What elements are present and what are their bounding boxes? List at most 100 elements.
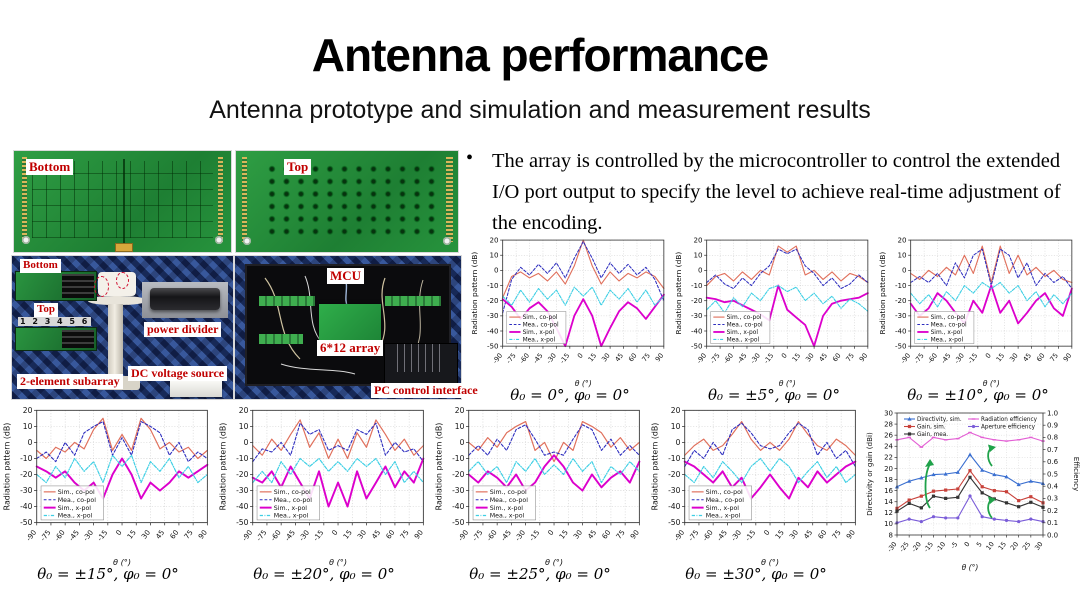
svg-text:-5: -5 xyxy=(949,540,959,550)
svg-text:15: 15 xyxy=(341,528,354,541)
svg-text:-30: -30 xyxy=(20,486,33,495)
svg-text:-40: -40 xyxy=(895,326,907,335)
svg-text:-45: -45 xyxy=(283,528,297,543)
mounting-hole xyxy=(443,237,451,245)
svg-text:-15: -15 xyxy=(527,528,541,543)
svg-text:Mea., co-pol: Mea., co-pol xyxy=(523,323,559,329)
svg-text:Radiation pattern (dB): Radiation pattern (dB) xyxy=(878,252,887,335)
svg-text:-40: -40 xyxy=(668,502,681,511)
chart-caption: θ₀ = ±30°, φ₀ = 0° xyxy=(685,565,827,583)
svg-text:-20: -20 xyxy=(910,540,923,553)
svg-text:-40: -40 xyxy=(236,502,249,511)
svg-text:-50: -50 xyxy=(895,342,907,351)
svg-text:-50: -50 xyxy=(452,518,465,527)
svg-text:0: 0 xyxy=(28,438,33,447)
svg-text:0: 0 xyxy=(698,266,703,275)
power-divider-device xyxy=(150,288,220,310)
svg-text:Gain, sim.: Gain, sim. xyxy=(917,425,946,431)
gain-efficiency-chart-svg: 30 28 26 24 22 20 18 16 14 12 10 8 1.0 0.9 0.8 0.7 0.6 0.… xyxy=(865,409,1080,572)
svg-text:-15: -15 xyxy=(922,540,935,553)
svg-text:45: 45 xyxy=(370,528,383,541)
svg-text:-15: -15 xyxy=(743,528,757,543)
svg-text:-30: -30 xyxy=(895,311,907,320)
svg-text:θ (°): θ (°) xyxy=(575,379,592,388)
photo-array-enclosure: MCU 6*12 array PC control interface xyxy=(235,256,481,399)
svg-text:20: 20 xyxy=(694,236,704,244)
inset-subarray-bottom xyxy=(16,272,96,300)
svg-text:Mea., x-pol: Mea., x-pol xyxy=(274,513,309,520)
svg-text:-75: -75 xyxy=(709,352,722,366)
svg-text:θ (°): θ (°) xyxy=(329,557,347,567)
svg-text:10: 10 xyxy=(23,422,33,431)
bullet-marker: • xyxy=(466,147,474,169)
svg-text:Mea., co-pol: Mea., co-pol xyxy=(490,497,528,504)
svg-text:-15: -15 xyxy=(95,528,109,543)
bullet-item: • The array is controlled by the microco… xyxy=(466,146,1076,239)
svg-text:90: 90 xyxy=(858,352,870,364)
svg-text:0: 0 xyxy=(244,438,249,447)
pcb-gold-strip xyxy=(242,157,247,242)
pcb-feed-connector xyxy=(114,243,133,252)
svg-text:Mea., co-pol: Mea., co-pol xyxy=(727,323,763,329)
svg-text:0: 0 xyxy=(762,528,772,537)
svg-text:45: 45 xyxy=(154,528,167,541)
inset-label-bottom: Bottom xyxy=(20,259,61,273)
svg-text:45: 45 xyxy=(818,352,830,364)
svg-text:90: 90 xyxy=(1062,352,1074,364)
svg-text:-60: -60 xyxy=(52,528,67,543)
svg-text:Efficiency: Efficiency xyxy=(1072,457,1080,492)
photo-pcb-bottom: Bottom xyxy=(14,151,231,252)
svg-text:-10: -10 xyxy=(668,454,681,463)
svg-text:-25: -25 xyxy=(898,540,911,553)
svg-text:Gain, mea.: Gain, mea. xyxy=(917,432,948,438)
svg-text:90: 90 xyxy=(844,528,857,541)
svg-text:-20: -20 xyxy=(895,296,907,305)
svg-text:-75: -75 xyxy=(254,528,268,543)
svg-text:-40: -40 xyxy=(20,502,33,511)
svg-text:0: 0 xyxy=(494,266,499,275)
svg-text:Radiation pattern (dB): Radiation pattern (dB) xyxy=(219,423,228,511)
svg-text:-45: -45 xyxy=(735,352,748,366)
svg-text:10: 10 xyxy=(455,422,465,431)
svg-text:Radiation pattern (dB): Radiation pattern (dB) xyxy=(435,423,444,511)
svg-text:75: 75 xyxy=(182,528,195,541)
svg-text:45: 45 xyxy=(614,352,626,364)
svg-text:0.9: 0.9 xyxy=(1047,422,1058,430)
mounting-hole xyxy=(215,236,223,244)
svg-text:30: 30 xyxy=(571,528,584,541)
svg-text:Sim., x-pol: Sim., x-pol xyxy=(490,505,523,512)
svg-text:-10: -10 xyxy=(691,281,703,290)
svg-text:-75: -75 xyxy=(470,528,484,543)
annotation-circle xyxy=(94,276,109,297)
svg-text:-50: -50 xyxy=(487,342,499,351)
rf-connectors xyxy=(62,274,94,298)
svg-text:-20: -20 xyxy=(20,470,33,479)
svg-text:75: 75 xyxy=(398,528,411,541)
radiation-chart-cell: 20 10 0 -10 -20 -30 -40 -50 -90 -75 -60 -45 -30 -15 0 1… xyxy=(216,406,432,583)
svg-text:Radiation pattern (dB): Radiation pattern (dB) xyxy=(651,423,660,511)
svg-text:16: 16 xyxy=(884,487,893,495)
chart-row-bottom: 20 10 0 -10 -20 -30 -40 -50 -90 -75 -60 -45 -30 -15 0 1… xyxy=(0,406,1080,583)
svg-text:-50: -50 xyxy=(668,518,681,527)
svg-text:0.2: 0.2 xyxy=(1047,507,1058,515)
connector-numbers: 1 2 3 4 5 6 xyxy=(18,317,92,326)
svg-text:-45: -45 xyxy=(499,528,513,543)
svg-text:75: 75 xyxy=(844,352,856,364)
svg-text:0: 0 xyxy=(902,266,907,275)
svg-text:-20: -20 xyxy=(691,296,703,305)
svg-text:-90: -90 xyxy=(672,528,687,543)
label-dc-source: DC voltage source xyxy=(128,366,228,381)
svg-text:-30: -30 xyxy=(297,528,312,543)
svg-text:-45: -45 xyxy=(939,352,952,366)
svg-text:-15: -15 xyxy=(966,352,979,366)
svg-text:30: 30 xyxy=(787,528,800,541)
svg-text:Mea., co-pol: Mea., co-pol xyxy=(274,497,312,504)
svg-text:30: 30 xyxy=(884,409,893,417)
chart-row-top: 20 10 0 -10 -20 -30 -40 -50 -90 -75 -60 -45 -30 -15 0 1… xyxy=(468,236,1080,404)
svg-text:-30: -30 xyxy=(452,486,465,495)
radiation-chart-cell: 20 10 0 -10 -20 -30 -40 -50 -90 -75 -60 -45 -30 -15 0 1… xyxy=(648,406,864,583)
svg-text:Sim., x-pol: Sim., x-pol xyxy=(727,330,759,336)
svg-text:Sim., x-pol: Sim., x-pol xyxy=(523,330,555,336)
